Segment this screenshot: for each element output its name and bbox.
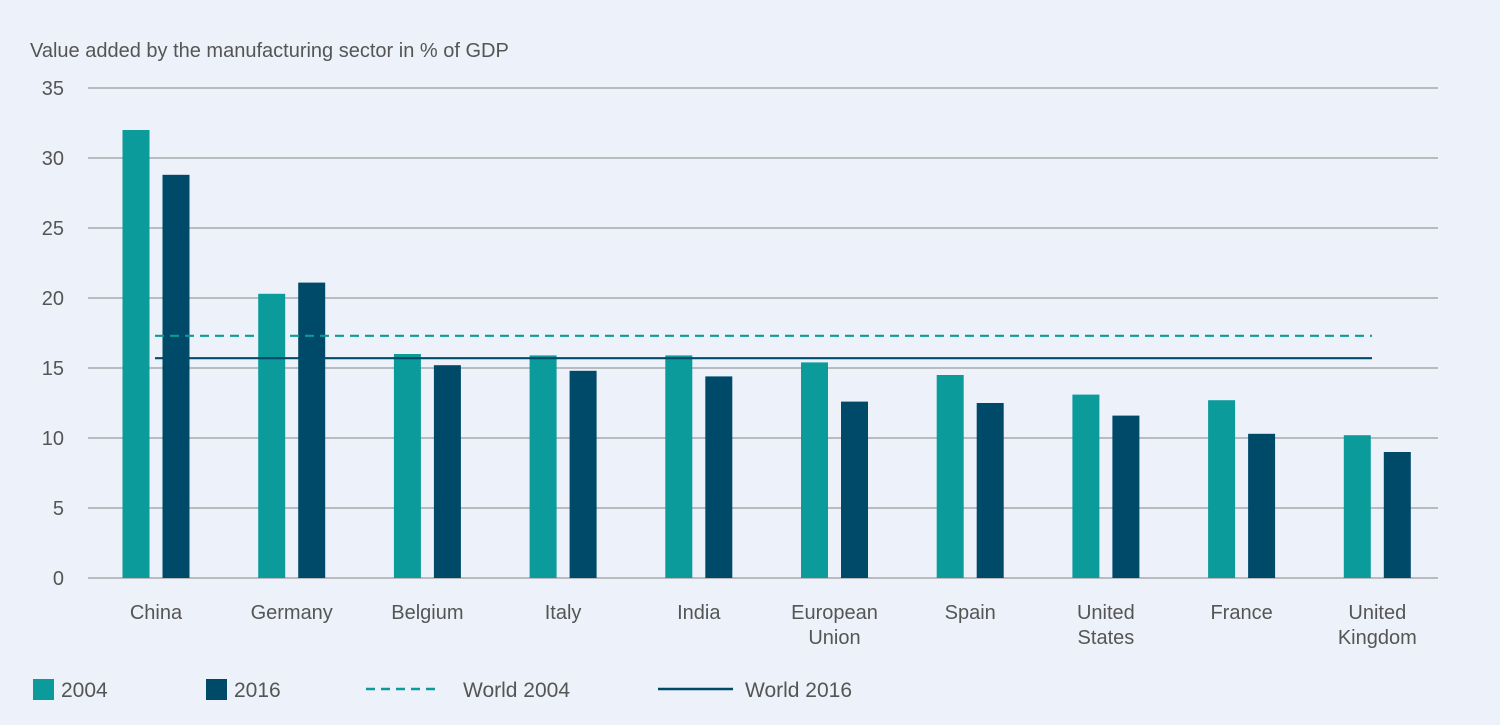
y-tick-label: 20 [42,288,64,310]
x-tick-label-line: Spain [945,602,996,624]
bar-2004 [258,293,286,578]
bar-2016 [1248,433,1276,578]
x-tick-label: France [1210,602,1272,624]
x-tick-label: European Union [791,602,878,649]
x-tick-label: United States [1077,602,1135,649]
bars [122,130,1411,579]
bar-2016 [1383,452,1411,578]
x-tick-label-line: Belgium [391,602,463,624]
x-tick-label-line: France [1210,602,1272,624]
y-axis-ticks: 0 5 10 15 20 25 30 35 [42,78,64,590]
y-tick-label: 10 [42,428,64,450]
x-tick-label-line: India [677,602,721,624]
x-tick-label-line: United [1077,602,1135,624]
legend-label: World 2004 [463,679,570,702]
bar-2016 [569,370,597,578]
y-tick-label: 35 [42,78,64,100]
bar-2004 [801,362,828,578]
bar-2016 [162,174,190,579]
x-tick-label: India [677,602,721,624]
x-tick-label-line: Union [808,627,860,649]
bar-2004 [393,354,421,578]
x-tick-label-line: Italy [545,602,582,624]
x-axis-labels: China Germany Belgium Italy India European Uni… [130,602,1417,649]
x-tick-label: Belgium [391,602,463,624]
x-tick-label-line: Germany [251,602,333,624]
bar-2004 [665,355,693,578]
x-tick-label: Spain [945,602,996,624]
x-tick-label: Italy [545,602,582,624]
legend-label: 2016 [234,679,281,702]
legend-label: 2004 [61,679,108,702]
reference-lines [155,334,1372,360]
bar-2004 [1072,394,1100,578]
y-tick-label: 0 [53,568,64,590]
legend-swatch-2004 [33,679,54,700]
bar-2004 [1343,435,1371,578]
bar-2004 [1208,400,1236,578]
x-tick-label: China [130,602,183,624]
legend: 2004 2016 World 2004 World 2016 [33,679,852,702]
x-tick-label-line: European [791,602,878,624]
x-tick-label: Germany [251,602,333,624]
x-tick-label-line: United [1348,602,1406,624]
bar-2004 [529,355,557,578]
bar-2016 [841,401,868,578]
y-tick-label: 5 [53,498,64,520]
bar-2004 [122,130,150,578]
x-tick-label-line: China [130,602,183,624]
bar-2016 [976,403,1004,578]
bar-2016 [1112,415,1140,578]
y-tick-label: 15 [42,358,64,380]
x-tick-label-line: States [1078,627,1135,649]
legend-label: World 2016 [745,679,852,702]
x-tick-label-line: Kingdom [1338,627,1417,649]
x-tick-label: United Kingdom [1338,602,1417,649]
gridlines [88,87,1438,579]
y-tick-label: 30 [42,148,64,170]
y-tick-label: 25 [42,218,64,240]
legend-swatch-2016 [206,679,227,700]
y-axis-title: Value added by the manufacturing sector … [30,40,509,62]
bar-2016 [433,365,461,578]
bar-2016 [705,376,733,578]
bar-2016 [298,282,326,578]
bar-2004 [936,375,964,578]
